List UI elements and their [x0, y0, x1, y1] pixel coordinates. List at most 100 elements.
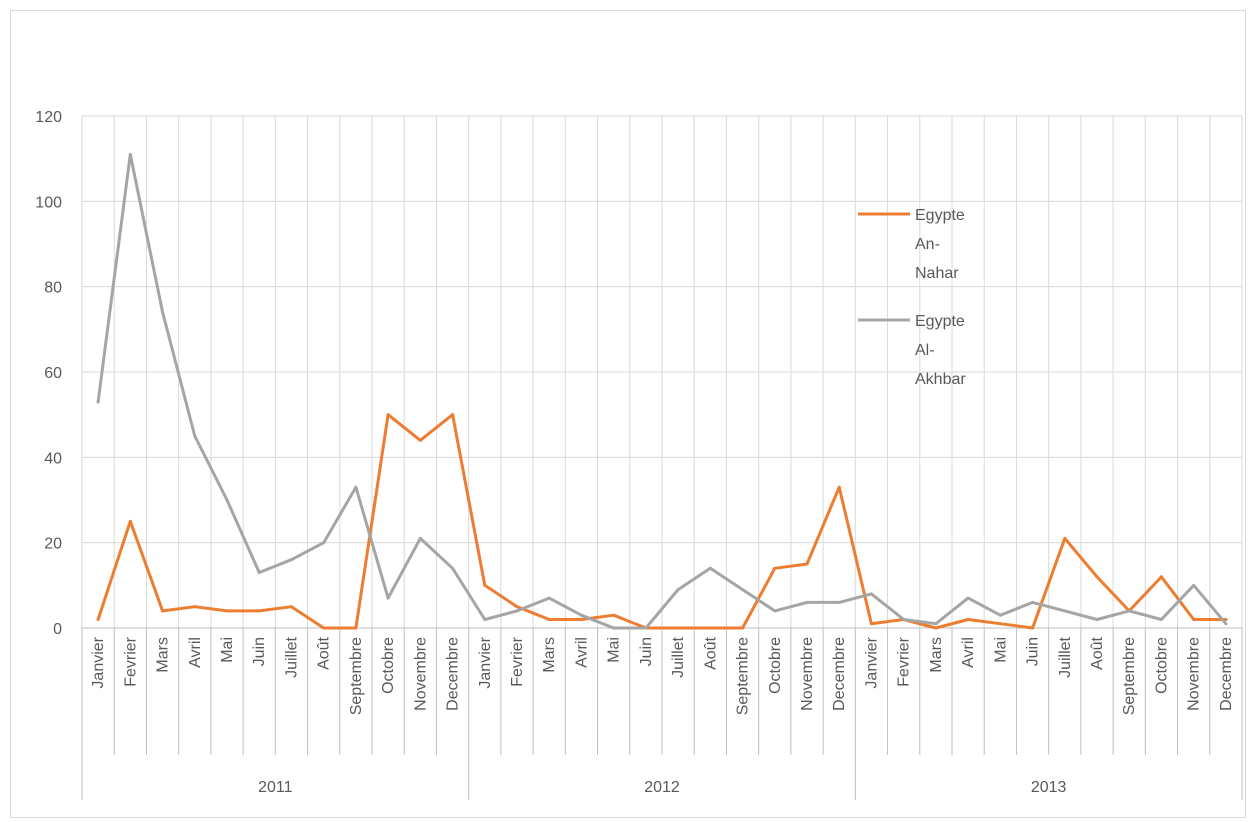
data-point — [998, 622, 1002, 626]
data-point — [354, 485, 358, 489]
y-tick-label: 60 — [44, 365, 62, 382]
legend: Egypte An-Nahar Egypte Al-Akhbar — [858, 207, 966, 388]
data-point — [289, 558, 293, 562]
x-tick-label: Mai — [219, 637, 236, 663]
x-tick-label: Juillet — [670, 636, 687, 677]
data-point — [386, 596, 390, 600]
y-tick-label: 120 — [35, 109, 62, 126]
x-tick-label: Mai — [606, 637, 623, 663]
x-tick-label: Octobre — [767, 637, 784, 694]
x-tick-label: Novembre — [799, 637, 816, 711]
data-point — [934, 622, 938, 626]
data-point — [193, 605, 197, 609]
data-point — [966, 617, 970, 621]
data-point — [257, 571, 261, 575]
series-line-2 — [96, 152, 1228, 630]
data-point — [225, 498, 229, 502]
data-point — [805, 562, 809, 566]
data-point — [451, 566, 455, 570]
x-tick-label: Decembre — [1218, 637, 1235, 711]
y-tick-label: 100 — [35, 194, 62, 211]
data-point — [1031, 626, 1035, 630]
data-point — [644, 626, 648, 630]
data-point — [708, 626, 712, 630]
data-point — [837, 485, 841, 489]
x-tick-label: Fevrier — [896, 636, 913, 686]
data-point — [161, 310, 165, 314]
data-point — [741, 588, 745, 592]
data-point — [515, 605, 519, 609]
x-tick-label: Juin — [638, 637, 655, 666]
data-point — [96, 617, 100, 621]
data-point — [1159, 575, 1163, 579]
x-tick-label: Juin — [251, 637, 268, 666]
data-point — [547, 596, 551, 600]
data-point — [386, 413, 390, 417]
x-tick-label: Juillet — [283, 636, 300, 677]
data-point — [1127, 609, 1131, 613]
series-line-1 — [96, 413, 1228, 630]
x-tick-label: Mars — [155, 637, 172, 673]
x-tick-label: Octobre — [1153, 637, 1170, 694]
data-point — [1192, 583, 1196, 587]
data-point — [1031, 600, 1035, 604]
x-tick-label: Decembre — [831, 637, 848, 711]
x-tick-label: Août — [1089, 636, 1106, 669]
y-tick-label: 40 — [44, 450, 62, 467]
data-point — [1224, 622, 1228, 626]
data-point — [773, 609, 777, 613]
x-tick-label: Septembre — [735, 637, 752, 715]
data-point — [193, 434, 197, 438]
gridlines — [81, 115, 1243, 629]
data-point — [612, 626, 616, 630]
x-tick-label: Decembre — [445, 637, 462, 711]
data-point — [161, 609, 165, 613]
x-tick-label: Mars — [541, 637, 558, 673]
data-point — [128, 152, 132, 156]
data-point — [1192, 617, 1196, 621]
x-tick-label: Mars — [928, 637, 945, 673]
data-point — [966, 596, 970, 600]
y-axis-tick-labels: 0 20 40 60 80 100 120 — [35, 109, 62, 638]
data-point — [1063, 609, 1067, 613]
data-point — [1095, 575, 1099, 579]
x-tick-label: Janvier — [863, 636, 880, 688]
x-tick-label: Juin — [1025, 637, 1042, 666]
x-tick-label: Janvier — [90, 636, 107, 688]
data-point — [934, 626, 938, 630]
x-axis-tick-labels: Janvier Fevrier Mars Avril Mai Juin Juillet Aoû… — [90, 636, 1235, 796]
x-tick-label: Fevrier — [509, 636, 526, 686]
data-point — [418, 536, 422, 540]
x-tick-label: Avril — [187, 637, 204, 668]
data-point — [708, 566, 712, 570]
data-point — [96, 400, 100, 404]
data-point — [773, 566, 777, 570]
x-tick-label: Avril — [960, 637, 977, 668]
x-tick-label: Août — [316, 636, 333, 669]
data-point — [805, 600, 809, 604]
data-point — [869, 592, 873, 596]
data-point — [612, 613, 616, 617]
data-point — [451, 413, 455, 417]
x-tick-label: Novembre — [1186, 637, 1203, 711]
legend-label: Egypte An-Nahar — [915, 207, 965, 282]
data-point — [998, 613, 1002, 617]
data-point — [322, 541, 326, 545]
y-tick-label: 0 — [53, 621, 62, 638]
data-point — [1063, 536, 1067, 540]
x-tick-label: Janvier — [477, 636, 494, 688]
data-point — [676, 626, 680, 630]
data-point — [1224, 617, 1228, 621]
legend-label: Egypte Al-Akhbar — [915, 313, 966, 388]
x-tick-label: Septembre — [1121, 637, 1138, 715]
data-point — [515, 609, 519, 613]
y-tick-label: 80 — [44, 280, 62, 297]
data-point — [1159, 617, 1163, 621]
axes — [81, 627, 1243, 800]
chart-frame — [10, 10, 1246, 818]
y-tick-label: 20 — [44, 536, 62, 553]
x-tick-label: Juillet — [1057, 636, 1074, 677]
x-tick-label: Mai — [992, 637, 1009, 663]
data-point — [1095, 617, 1099, 621]
